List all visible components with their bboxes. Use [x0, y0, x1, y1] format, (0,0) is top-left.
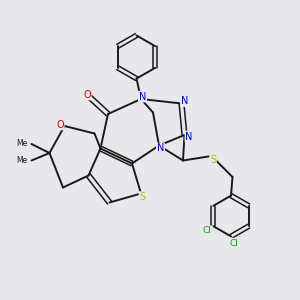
Text: N: N	[157, 143, 164, 154]
Text: O: O	[56, 119, 64, 130]
Text: Me: Me	[17, 140, 28, 148]
Text: Me: Me	[17, 156, 28, 165]
Text: Cl: Cl	[203, 226, 212, 235]
Text: O: O	[83, 89, 91, 100]
Text: N: N	[181, 96, 188, 106]
Text: S: S	[140, 192, 146, 202]
Text: Cl: Cl	[230, 238, 238, 247]
Text: N: N	[185, 131, 193, 142]
Text: N: N	[139, 92, 146, 102]
Text: S: S	[210, 154, 216, 165]
